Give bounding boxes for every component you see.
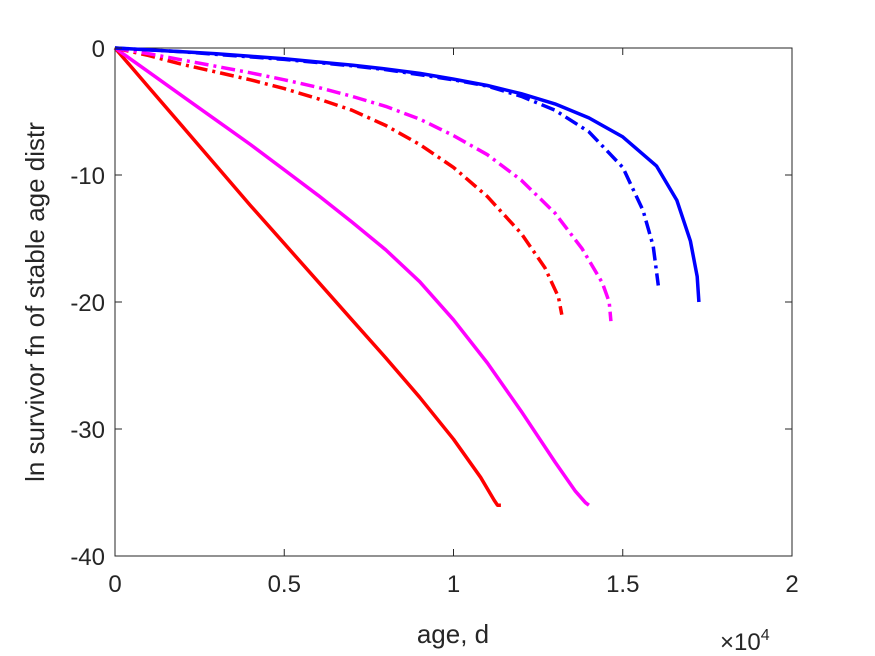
x-tick-label: 2 — [785, 571, 798, 598]
x-tick-label: 0 — [108, 571, 121, 598]
plot-area — [114, 47, 793, 557]
series-line-2 — [113, 46, 590, 507]
y-tick-label: 0 — [92, 36, 105, 63]
series-layer — [113, 46, 701, 507]
x-tick-label: 1.5 — [606, 571, 639, 598]
x-axis-exponent: ×104 — [720, 627, 770, 656]
ticks-layer: 0 0.5 1 1.5 2 0 -10 -20 -30 -40 — [70, 36, 798, 598]
x-tick-label: 1 — [447, 571, 460, 598]
y-tick-label: -20 — [70, 290, 105, 317]
y-tick-label: -10 — [70, 163, 105, 190]
series-line-6 — [114, 46, 701, 303]
y-tick-label: -40 — [70, 544, 105, 571]
x-axis-label: age, d — [417, 619, 489, 649]
x-exponent-power: 4 — [761, 627, 770, 644]
y-axis-label: ln survivor fn of stable age distr — [20, 122, 50, 482]
x-tick-label: 0.5 — [268, 571, 301, 598]
y-tick-label: -30 — [70, 417, 105, 444]
x-exponent-base: ×10 — [720, 629, 761, 656]
series-line-3 — [114, 46, 564, 316]
series-line-1 — [113, 46, 501, 507]
